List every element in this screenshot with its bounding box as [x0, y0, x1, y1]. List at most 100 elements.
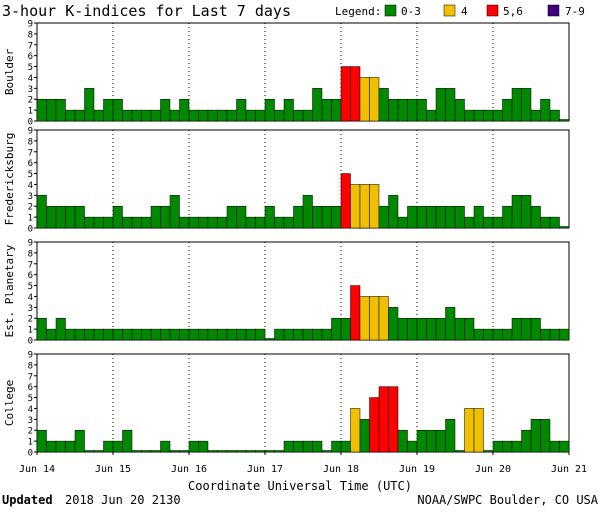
kindex-bar	[293, 109, 304, 122]
kindex-bar	[74, 328, 85, 341]
legend-swatch-0-3	[384, 4, 397, 17]
kindex-bar	[198, 109, 209, 122]
kindex-bar	[549, 328, 560, 341]
kindex-bar	[312, 88, 323, 122]
kindex-bar	[93, 109, 104, 122]
kindex-bar	[454, 98, 465, 122]
kindex-bar	[188, 440, 199, 453]
kindex-bar	[416, 98, 427, 122]
kindex-bar	[302, 195, 313, 229]
kindex-bar	[264, 98, 275, 122]
y-tick-label: 3	[28, 192, 33, 202]
y-tick-label: 0	[28, 449, 33, 459]
panel-frame	[36, 22, 570, 122]
y-tick-label: 4	[28, 405, 33, 415]
kindex-bar	[416, 429, 427, 453]
kindex-bar	[359, 184, 370, 229]
kindex-bar	[540, 419, 551, 453]
kindex-bar	[207, 216, 218, 229]
kindex-bar	[540, 98, 551, 122]
kindex-bar	[293, 328, 304, 341]
kindex-bar	[160, 328, 171, 341]
kindex-bar	[169, 328, 180, 341]
kindex-bar	[55, 317, 66, 341]
kindex-bar	[274, 328, 285, 341]
kindex-bar	[549, 109, 560, 122]
kindex-bar	[369, 296, 380, 341]
y-tick-label: 8	[28, 249, 33, 259]
legend-swatch-4	[443, 4, 456, 17]
kindex-bar	[397, 216, 408, 229]
kindex-bar	[188, 328, 199, 341]
station-label: Fredericksburg	[3, 133, 16, 226]
kindex-bar	[103, 440, 114, 453]
kindex-bar	[274, 109, 285, 122]
kindex-bar	[435, 205, 446, 229]
y-tick-label: 8	[28, 30, 33, 40]
kindex-bar	[179, 216, 190, 229]
kindex-bar	[302, 328, 313, 341]
kindex-bar	[217, 216, 228, 229]
kindex-bar	[445, 88, 456, 122]
y-tick-label: 2	[28, 427, 33, 437]
kindex-bar	[293, 440, 304, 453]
y-tick-label: 5	[28, 394, 33, 404]
y-tick-label: 7	[28, 372, 33, 382]
y-tick-label: 9	[28, 239, 33, 249]
chart-title: 3-hour K-indices for Last 7 days	[2, 2, 291, 20]
y-tick-label: 0	[28, 118, 33, 128]
kindex-bar	[150, 205, 161, 229]
y-tick-label: 5	[28, 170, 33, 180]
kindex-bar	[207, 328, 218, 341]
kindex-bar	[160, 98, 171, 122]
kindex-bar	[559, 226, 570, 229]
kindex-bar	[331, 317, 342, 341]
kindex-bar	[350, 285, 361, 341]
kindex-bar	[141, 328, 152, 341]
kindex-bar	[103, 216, 114, 229]
kindex-bar	[426, 429, 437, 453]
x-tick-label: Jun 14	[19, 464, 55, 475]
kindex-bar	[530, 317, 541, 341]
kindex-bar	[36, 195, 47, 229]
legend: Legend: 0-3 4 5,6 7-9	[335, 4, 585, 18]
kindex-bar	[549, 440, 560, 453]
y-tick-label: 6	[28, 52, 33, 62]
kindex-bar	[388, 307, 399, 341]
y-tick-label: 7	[28, 41, 33, 51]
kindex-bar	[226, 328, 237, 341]
kindex-bar	[473, 328, 484, 341]
kindex-bar	[131, 450, 142, 453]
kindex-bar	[46, 328, 57, 341]
legend-swatch-7-9	[547, 4, 560, 17]
kindex-bar	[84, 328, 95, 341]
kindex-bar	[93, 216, 104, 229]
station-label: College	[3, 380, 16, 426]
kindex-bar	[150, 328, 161, 341]
y-tick-label: 8	[28, 137, 33, 147]
kindex-bar	[416, 205, 427, 229]
kindex-bar	[198, 328, 209, 341]
kindex-bar	[388, 98, 399, 122]
kindex-bar	[454, 450, 465, 453]
kindex-bar	[74, 205, 85, 229]
y-tick-label: 7	[28, 148, 33, 158]
kindex-bar	[369, 184, 380, 229]
kindex-bar	[511, 195, 522, 229]
kindex-bar	[160, 440, 171, 453]
kindex-bar	[207, 450, 218, 453]
kindex-bar	[150, 109, 161, 122]
kindex-bar	[378, 205, 389, 229]
kindex-bar	[492, 440, 503, 453]
legend-swatch-5-6	[486, 4, 499, 17]
kindex-bar	[388, 386, 399, 453]
y-tick-label: 5	[28, 63, 33, 73]
kindex-bar	[559, 440, 570, 453]
kindex-bar	[473, 109, 484, 122]
y-tick-label: 4	[28, 74, 33, 84]
kindex-bar	[226, 450, 237, 453]
kindex-bar	[369, 397, 380, 453]
kindex-bar	[36, 429, 47, 453]
kindex-bar	[55, 205, 66, 229]
